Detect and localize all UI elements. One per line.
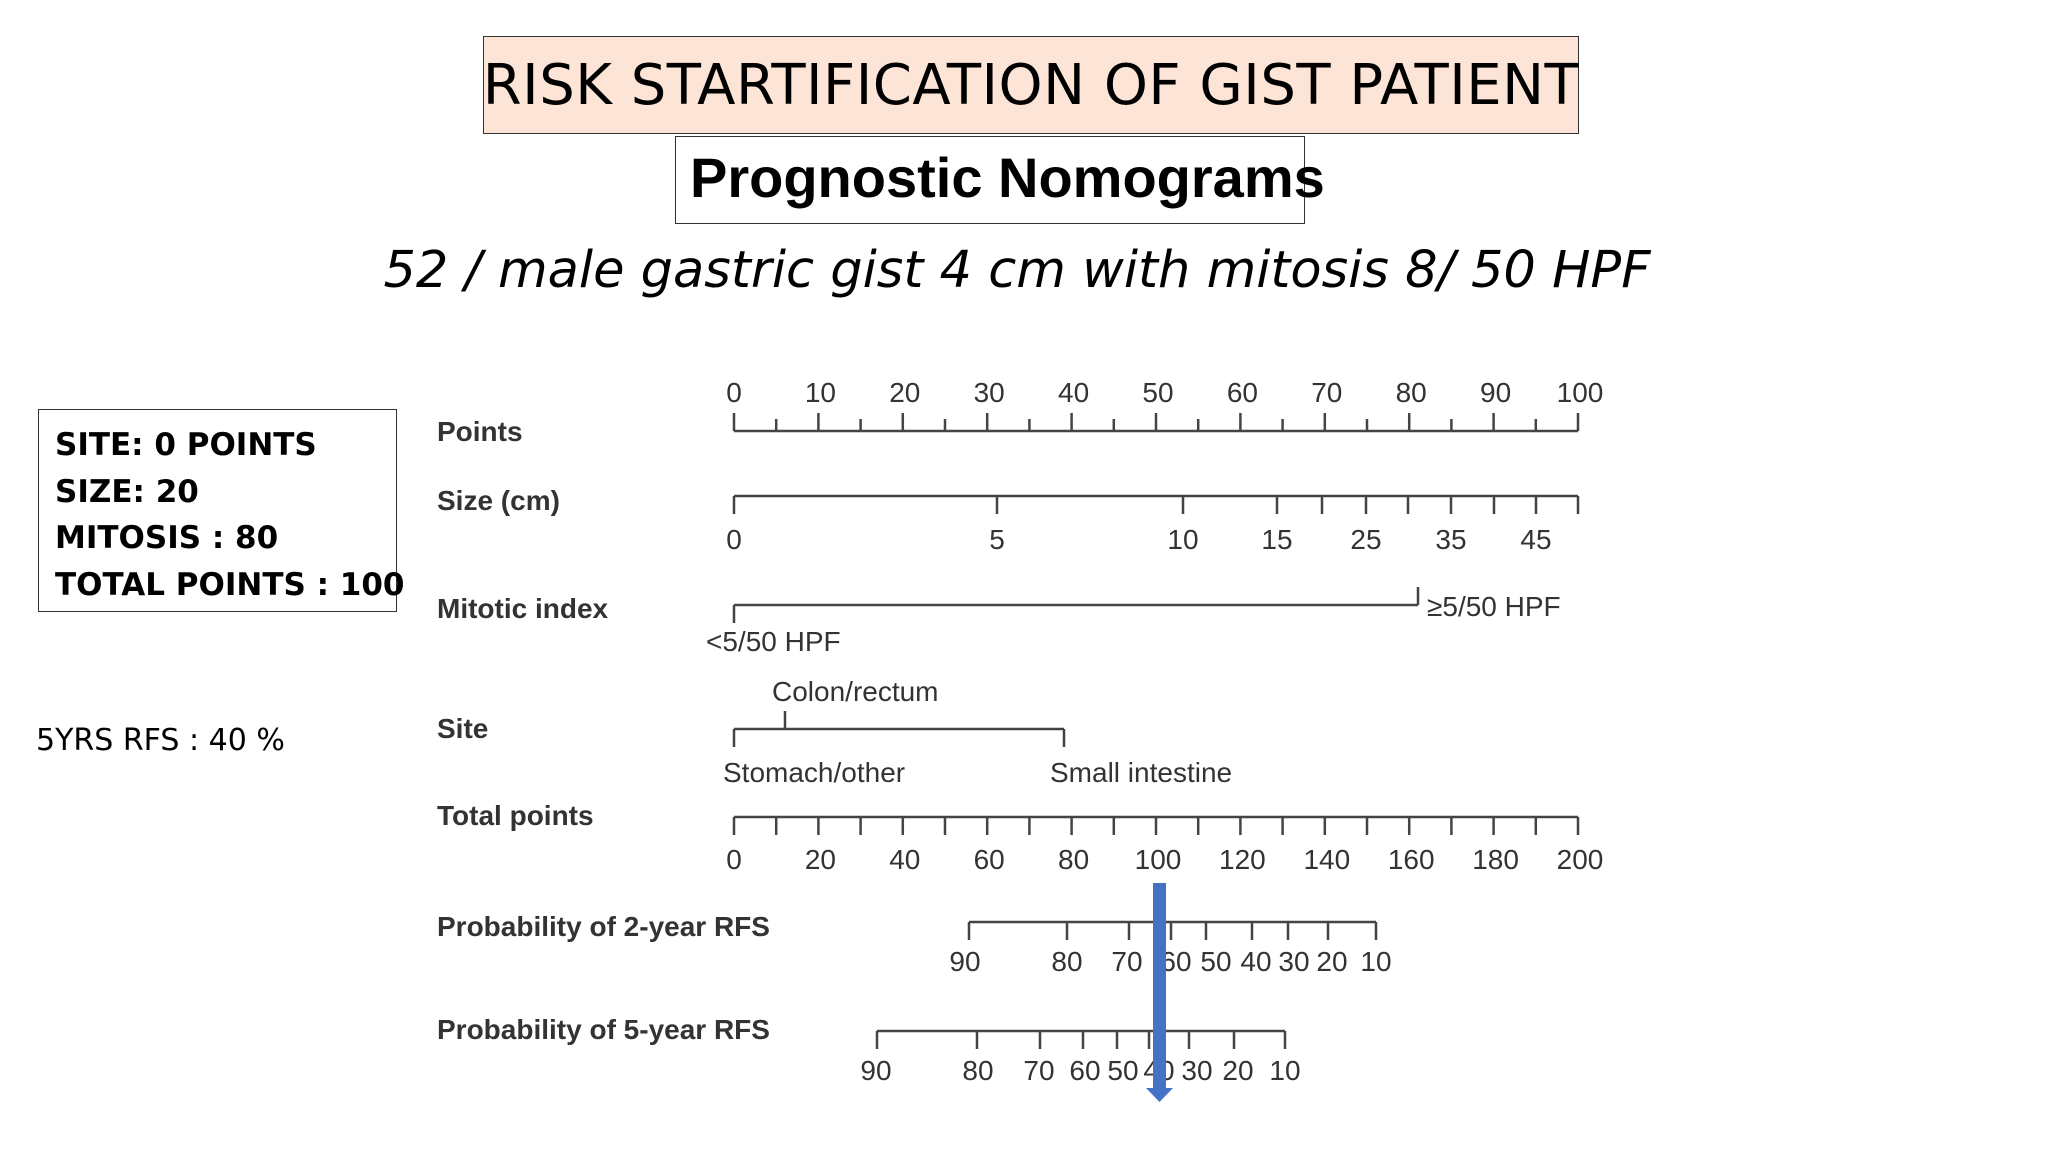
rfs2-tick-label: 50	[1200, 946, 1231, 977]
points-tick-label: 50	[1142, 377, 1173, 408]
points-total: TOTAL POINTS : 100	[55, 566, 405, 603]
rfs2-tick-label: 90	[949, 946, 980, 977]
rfs5-row-label: Probability of 5-year RFS	[437, 1014, 770, 1045]
points-tick-label: 70	[1311, 377, 1342, 408]
size-tick-label: 5	[989, 524, 1005, 555]
subtitle-frame	[675, 136, 1305, 224]
total-tick-label: 180	[1472, 844, 1519, 875]
points-site: SITE: 0 POINTS	[55, 427, 317, 463]
slide-subtitle: Prognostic Nomograms	[690, 146, 1325, 209]
size-tick-label: 25	[1350, 524, 1381, 555]
total-tick-label: 160	[1388, 844, 1435, 875]
size-tick-label: 15	[1261, 524, 1292, 555]
points-tick-label: 40	[1058, 377, 1089, 408]
points-axis: 0 10 20 30 40 50 60 70 80 90 100	[726, 377, 1604, 433]
site-small-intestine-label: Small intestine	[1050, 757, 1232, 788]
total-tick-label: 100	[1135, 844, 1182, 875]
mitotic-low-label: <5/50 HPF	[706, 626, 841, 657]
points-mitosis: MITOSIS : 80	[55, 520, 279, 556]
rfs2-tick-label: 40	[1240, 946, 1271, 977]
total-tick-label: 20	[805, 844, 836, 875]
size-tick-label: 0	[726, 524, 742, 555]
rfs5-tick-label: 60	[1069, 1055, 1100, 1086]
site-colon-label: Colon/rectum	[772, 676, 939, 707]
size-axis: 0 5 10 15 25 35 45	[726, 494, 1580, 555]
rfs5-tick-label: 50	[1107, 1055, 1138, 1086]
total-tick-label: 120	[1219, 844, 1266, 875]
reading-arrow	[1146, 883, 1173, 1102]
rfs5-tick-label: 90	[860, 1055, 891, 1086]
size-row-label: Size (cm)	[437, 485, 560, 516]
rfs2-tick-label: 80	[1051, 946, 1082, 977]
mitotic-axis: <5/50 HPF ≥5/50 HPF	[706, 587, 1561, 657]
points-row-label: Points	[437, 416, 523, 447]
mitotic-high-label: ≥5/50 HPF	[1427, 591, 1561, 622]
points-tick-label: 100	[1557, 377, 1604, 408]
total-tick-label: 200	[1557, 844, 1604, 875]
total-tick-label: 0	[726, 844, 742, 875]
rfs2-axis: 90 80 70 60 50 40 30 20 10	[949, 920, 1392, 977]
rfs5-tick-label: 80	[962, 1055, 993, 1086]
rfs2-tick-label: 10	[1360, 946, 1391, 977]
points-tick-label: 0	[726, 377, 742, 408]
size-tick-label: 10	[1167, 524, 1198, 555]
points-tick-label: 20	[889, 377, 920, 408]
total-tick-label: 60	[974, 844, 1005, 875]
rfs2-tick-label: 20	[1316, 946, 1347, 977]
points-tick-label: 80	[1396, 377, 1427, 408]
rfs5-tick-label: 30	[1181, 1055, 1212, 1086]
rfs5-tick-label: 20	[1222, 1055, 1253, 1086]
site-stomach-label: Stomach/other	[723, 757, 905, 788]
rfs2-tick-label: 70	[1111, 946, 1142, 977]
total-tick-label: 140	[1303, 844, 1350, 875]
rfs5-tick-label: 70	[1023, 1055, 1054, 1086]
slide-title: RISK STARTIFICATION OF GIST PATIENT	[483, 36, 1579, 134]
size-tick-label: 45	[1520, 524, 1551, 555]
points-tick-label: 90	[1480, 377, 1511, 408]
site-row-label: Site	[437, 713, 488, 744]
points-tick-label: 60	[1227, 377, 1258, 408]
points-tick-label: 30	[974, 377, 1005, 408]
total-tick-label: 80	[1058, 844, 1089, 875]
case-description: 52 / male gastric gist 4 cm with mitosis…	[383, 241, 1651, 300]
mitotic-row-label: Mitotic index	[437, 593, 609, 624]
total-points-axis: 0 20 40 60 80 100 120 140 160 180 200	[726, 815, 1604, 875]
rfs-result-note: 5YRS RFS : 40 %	[36, 723, 285, 758]
total-row-label: Total points	[437, 800, 594, 831]
rfs2-row-label: Probability of 2-year RFS	[437, 911, 770, 942]
points-tick-label: 10	[805, 377, 836, 408]
rfs2-tick-label: 30	[1278, 946, 1309, 977]
points-size: SIZE: 20	[55, 473, 199, 510]
size-tick-label: 35	[1435, 524, 1466, 555]
site-axis: Stomach/other Colon/rectum Small intesti…	[723, 676, 1232, 788]
points-summary-box: SITE: 0 POINTS SIZE: 20 MITOSIS : 80 TOT…	[38, 409, 405, 612]
total-tick-label: 40	[889, 844, 920, 875]
rfs5-tick-label: 10	[1269, 1055, 1300, 1086]
